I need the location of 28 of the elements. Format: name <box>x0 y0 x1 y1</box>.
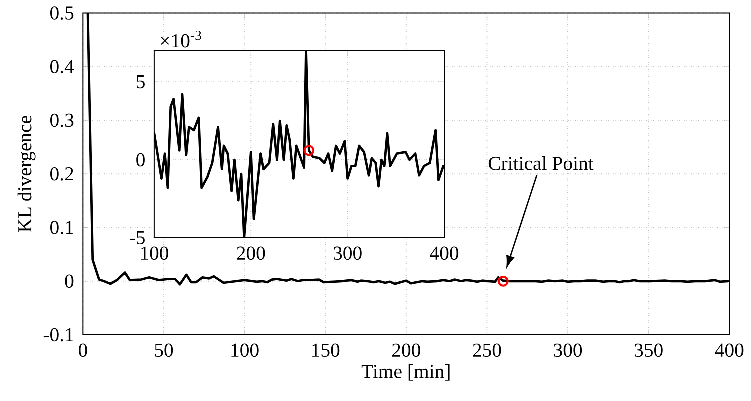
x-tick-label: 0 <box>78 344 88 357</box>
y-tick-label: 0 <box>65 274 74 288</box>
x-tick-label: 400 <box>715 344 744 357</box>
y-tick-label: 0.1 <box>50 220 74 234</box>
x-tick-label: 400 <box>430 246 459 260</box>
x-tick-label: 250 <box>473 344 502 357</box>
x-tick-label: 300 <box>554 344 582 357</box>
x-tick-label: 100 <box>232 344 259 357</box>
y-tick-label: 0.2 <box>50 167 74 181</box>
x-tick-label: 50 <box>155 344 174 357</box>
x-tick-label: 300 <box>334 246 362 260</box>
y-axis-title: KL divergence <box>18 116 36 232</box>
x-tick-label: 200 <box>392 344 420 357</box>
x-axis-title: Time [min] <box>362 364 450 381</box>
y-tick-label: -5 <box>130 231 145 244</box>
y-tick-label: 0.4 <box>50 60 74 74</box>
y-tick-label: 0.5 <box>50 6 74 20</box>
x-tick-label: 150 <box>312 344 340 357</box>
y-tick-label: 0 <box>136 153 145 167</box>
line-series <box>154 50 445 238</box>
y-tick-label: -0.1 <box>44 328 74 342</box>
y-tick-label: 5 <box>136 75 145 88</box>
y-tick-label: 0.3 <box>50 114 74 128</box>
x-tick-label: 350 <box>634 344 663 357</box>
x-tick-label: 100 <box>141 246 168 260</box>
annotation: ×10$^{-3}$ <box>161 30 202 48</box>
x-tick-label: 200 <box>237 246 266 260</box>
annotation: Critical Point <box>488 156 594 170</box>
